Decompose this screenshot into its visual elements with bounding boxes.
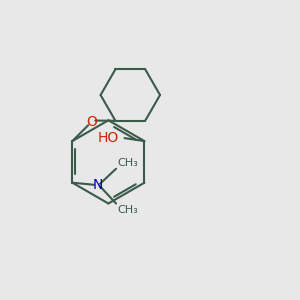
Text: CH₃: CH₃ — [118, 158, 139, 167]
Text: HO: HO — [98, 131, 119, 145]
Text: O: O — [86, 115, 97, 129]
Text: N: N — [92, 178, 103, 192]
Text: CH₃: CH₃ — [118, 205, 139, 215]
